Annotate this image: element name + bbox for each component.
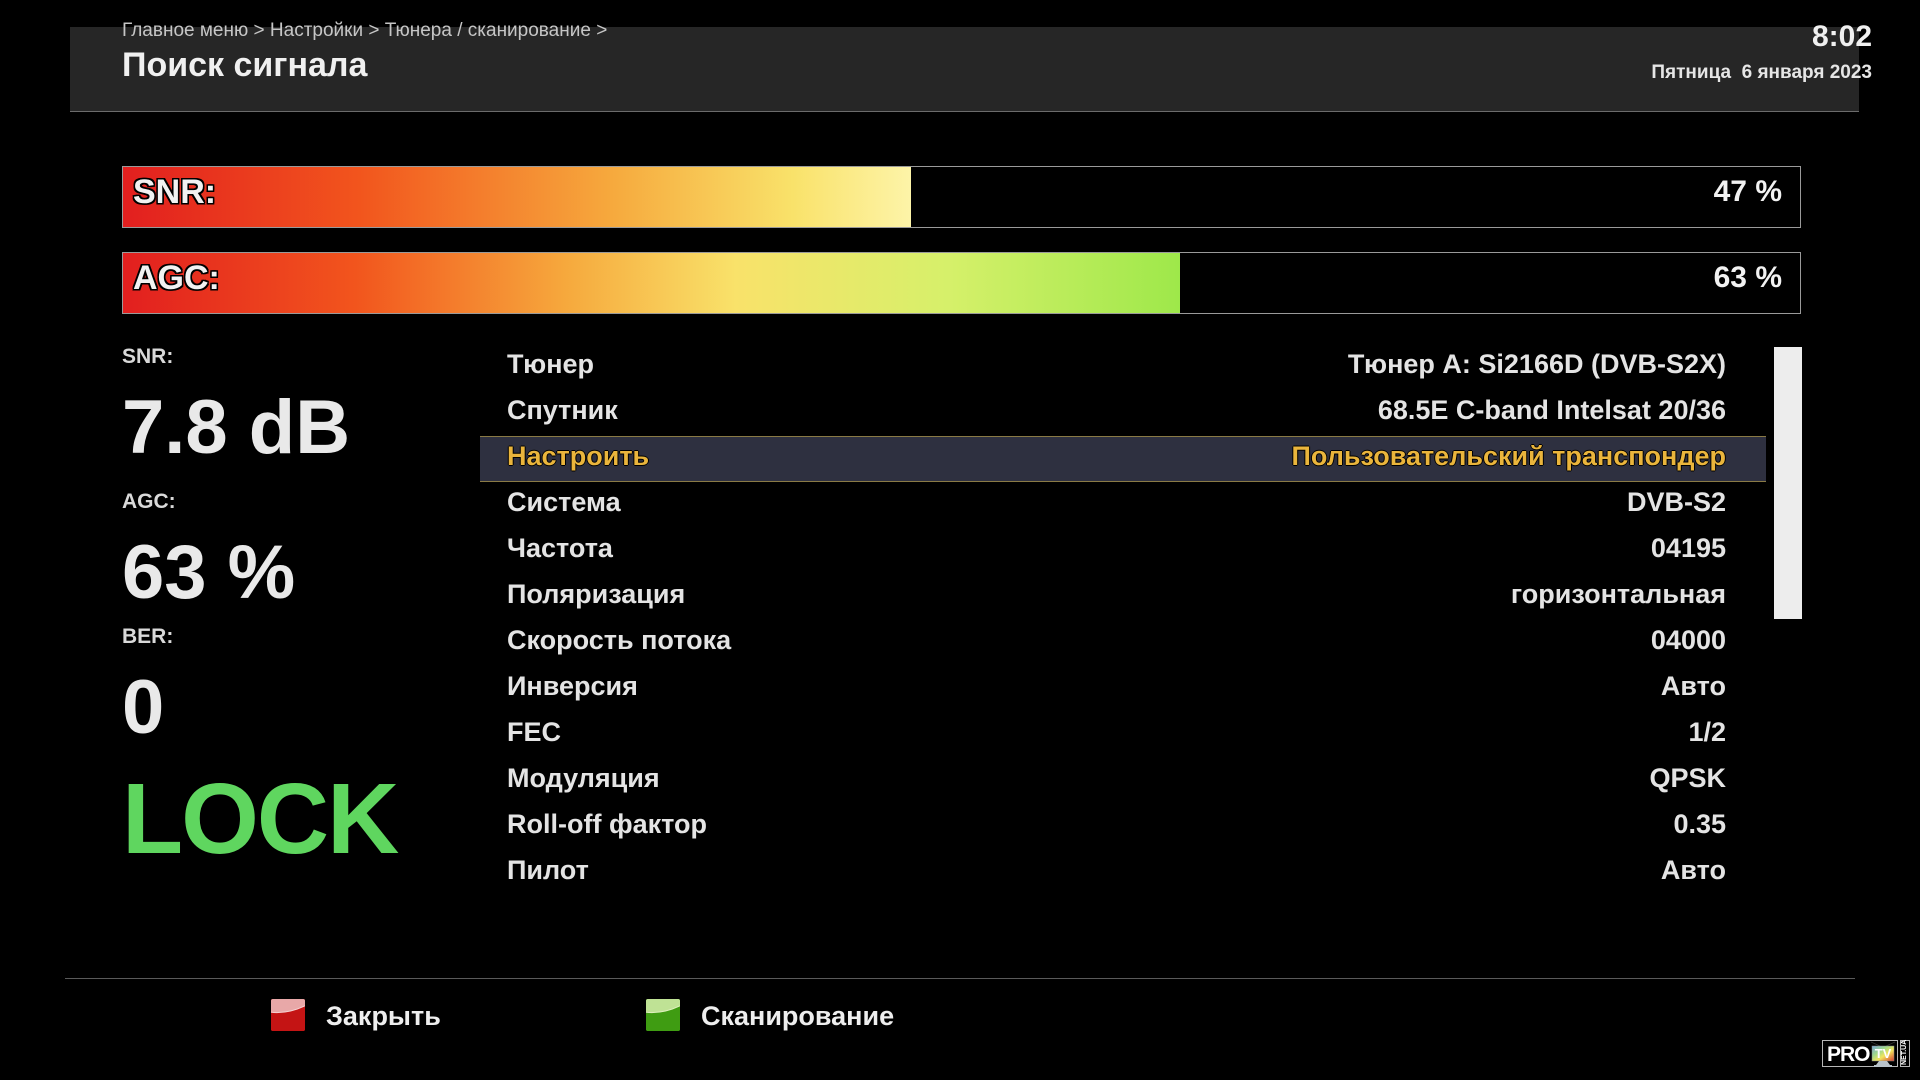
svg-text:TV: TV [1875,1046,1892,1061]
